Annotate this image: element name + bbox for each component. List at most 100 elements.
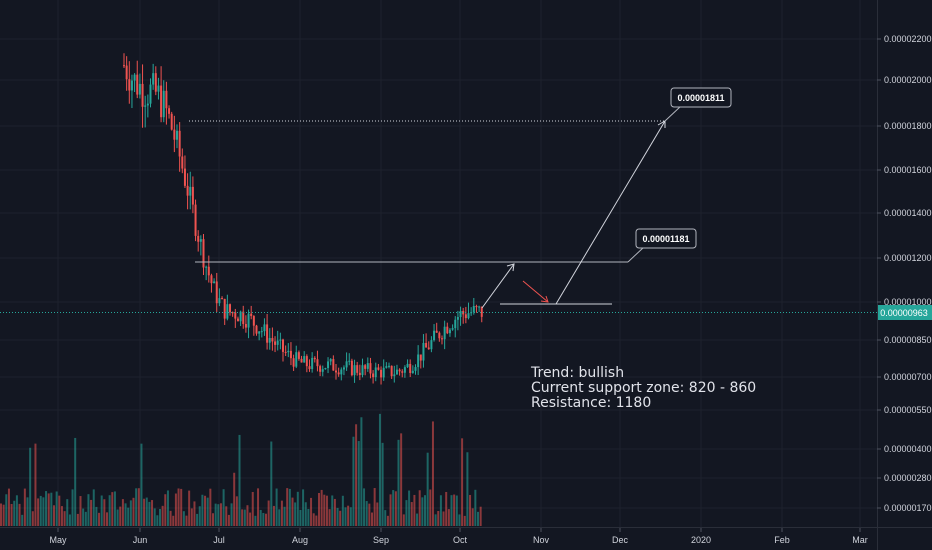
time-tick-label: 2020 xyxy=(691,535,711,545)
candle-body xyxy=(226,304,229,319)
volume-bar xyxy=(474,489,477,526)
price-tick-label: 0.00001800 xyxy=(884,121,932,131)
volume-bar xyxy=(37,498,40,526)
volume-bar xyxy=(447,509,450,526)
price-tick-label: 0.00000400 xyxy=(884,444,932,454)
time-tick-label: Nov xyxy=(533,535,550,545)
volume-bar xyxy=(84,511,87,526)
candle-body xyxy=(271,337,274,342)
candle-body xyxy=(316,359,319,367)
volume-bar xyxy=(341,495,344,526)
volume-bar xyxy=(222,489,225,526)
candle-body xyxy=(419,354,422,361)
candle-body xyxy=(266,324,269,343)
volume-bar xyxy=(331,495,334,526)
candle-body xyxy=(329,359,332,362)
volume-bar xyxy=(442,511,445,526)
candle-body xyxy=(157,85,160,92)
volume-bar xyxy=(318,492,320,526)
volume-bar xyxy=(394,491,397,526)
volume-bar xyxy=(39,495,42,526)
volume-bar xyxy=(23,488,26,526)
candle-body xyxy=(295,352,298,367)
volume-bar xyxy=(132,497,135,526)
candle-body xyxy=(168,108,171,114)
volume-bar xyxy=(21,514,24,526)
volume-bar xyxy=(119,506,122,526)
volume-bar xyxy=(445,491,448,526)
volume-bar xyxy=(461,438,464,526)
volume-bar xyxy=(82,508,85,526)
candle-body xyxy=(332,359,335,371)
candle-body xyxy=(321,369,324,372)
price-tick-label: 0.00001200 xyxy=(884,253,932,263)
price-tick-label: 0.00000170 xyxy=(884,503,932,513)
projection-arrow-down xyxy=(522,280,549,303)
volume-bar xyxy=(127,507,130,526)
candle-body xyxy=(300,358,303,363)
volume-bar xyxy=(408,490,411,526)
candle-body xyxy=(252,316,255,326)
volume-bar xyxy=(137,488,140,526)
volume-bar xyxy=(450,495,453,526)
candle-body xyxy=(128,79,131,91)
candle-body xyxy=(183,168,186,186)
candle-body xyxy=(369,363,372,374)
volume-bar xyxy=(413,494,416,526)
volume-bar xyxy=(397,439,400,526)
volume-bar xyxy=(47,493,50,526)
candle-body xyxy=(478,306,481,308)
candle-body xyxy=(263,324,266,332)
volume-bar xyxy=(71,489,74,526)
time-axis[interactable]: May Jun Jul Aug Sep Oct Nov Dec 2020 Feb Mar xyxy=(0,527,932,546)
volume-bar xyxy=(463,515,466,526)
candle-body xyxy=(138,83,141,95)
candle-body xyxy=(324,368,327,370)
volume-bar xyxy=(230,503,233,526)
candle-body xyxy=(430,340,433,350)
candle-body xyxy=(337,372,340,375)
volume-bar xyxy=(365,501,368,526)
volume-bar xyxy=(55,491,58,526)
candle-body xyxy=(342,367,345,370)
volume-bar xyxy=(10,503,13,526)
volume-bar xyxy=(45,491,48,526)
volume-bar xyxy=(140,443,143,526)
candle-body xyxy=(425,342,428,348)
candle-body xyxy=(385,366,388,368)
volume-bar xyxy=(156,515,159,526)
candle-body xyxy=(213,281,216,284)
volume-bar xyxy=(426,452,429,526)
candle-body xyxy=(141,83,144,107)
candle-body xyxy=(313,357,316,360)
volume-bar xyxy=(235,496,238,526)
candle-body xyxy=(205,266,208,268)
candle-body xyxy=(202,239,205,268)
volume-bar xyxy=(310,497,313,526)
candle-body xyxy=(305,356,308,367)
candle-body xyxy=(234,312,237,319)
candle-body xyxy=(327,361,330,369)
candle-body xyxy=(282,339,284,352)
candle-body xyxy=(189,186,192,196)
volume-bar xyxy=(283,506,286,526)
candle-body xyxy=(258,331,261,334)
candle-body xyxy=(422,342,425,361)
volume-bar xyxy=(42,497,45,526)
candle-body xyxy=(186,185,189,196)
candle-body xyxy=(136,74,139,95)
price-axis[interactable]: 0.00002200 0.00002000 0.00001800 0.00001600… xyxy=(877,0,932,550)
volume-bar xyxy=(360,417,363,526)
candle-body xyxy=(417,354,420,368)
volume-bar xyxy=(355,424,358,526)
candle-body xyxy=(197,235,200,242)
volume-bar xyxy=(111,492,114,526)
candle-body xyxy=(146,103,149,106)
candle-body xyxy=(390,365,393,377)
volume-bar xyxy=(180,488,183,526)
candle-body xyxy=(353,365,356,376)
candle-body xyxy=(340,369,343,375)
candle-body xyxy=(199,239,202,242)
volume-bar xyxy=(177,488,180,526)
